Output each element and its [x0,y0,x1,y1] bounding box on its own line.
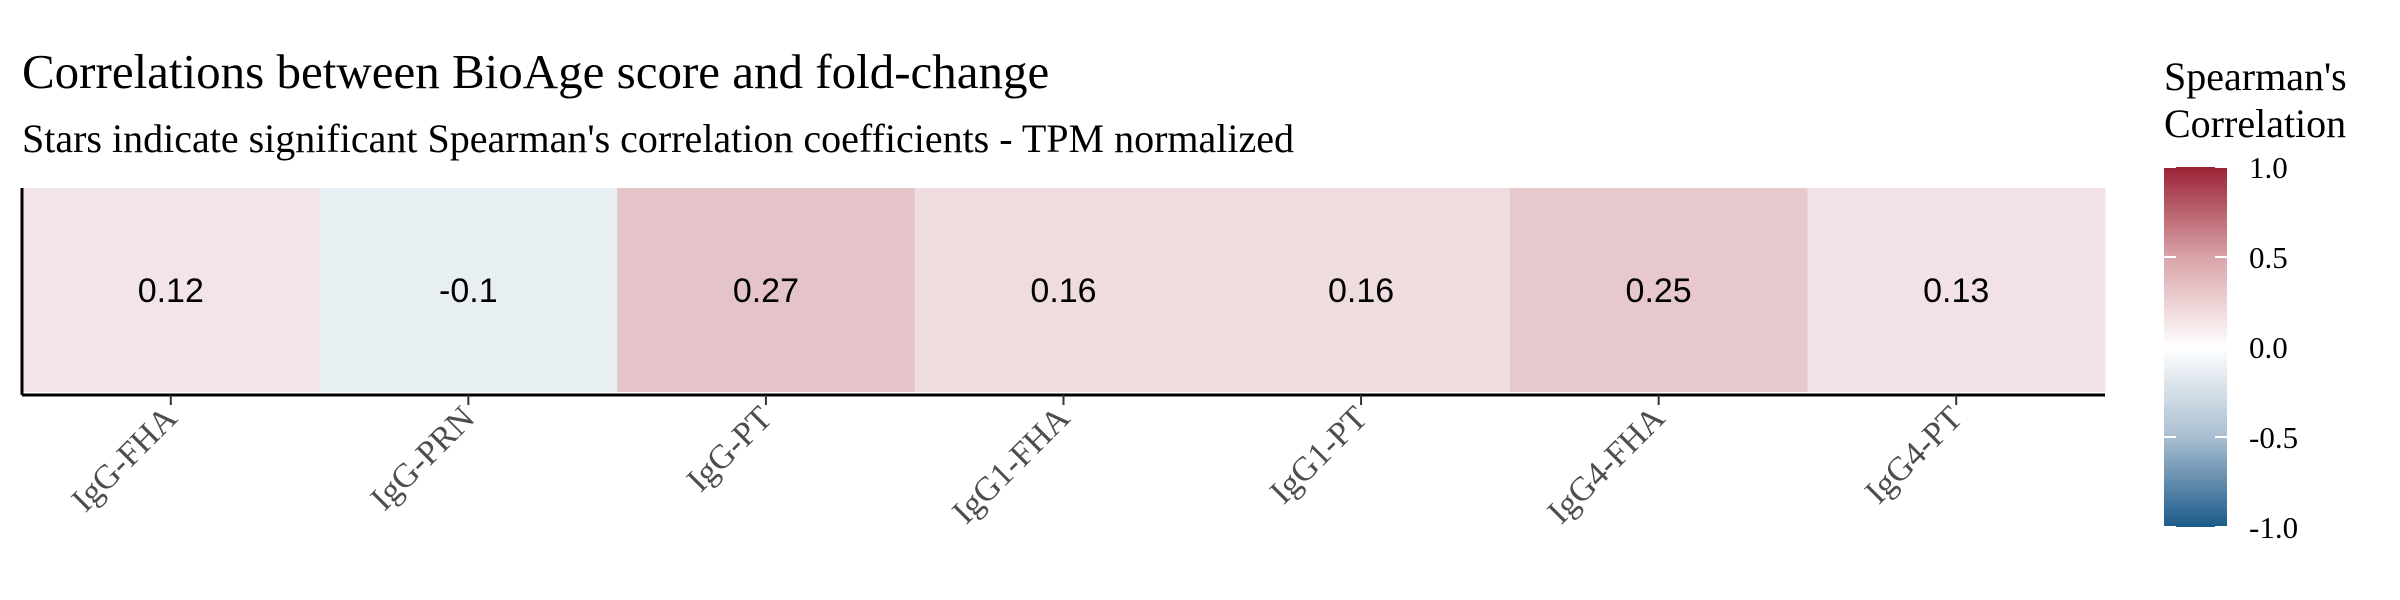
legend-title-line-2: Correlation [2164,101,2346,146]
x-axis-tick-labels: IgG-FHA IgG-PRN IgG-PT IgG1-FHA IgG1-PT IgG4-… [65,399,1970,531]
x-tick-label: IgG-FHA [65,399,185,519]
cell-value-label: 0.16 [1328,272,1394,310]
legend-ticks: 1.0 0.5 0.0 -0.5 -1.0 [2164,150,2298,545]
x-tick-label: IgG1-PT [1263,399,1375,511]
legend-tick-label: -1.0 [2249,510,2298,545]
heatmap-cell [1509,188,1808,392]
heatmap-cell [617,188,916,392]
heatmap-cells [22,188,2106,392]
cell-value-label: 0.13 [1923,272,1989,310]
color-legend: Spearman's Correlation 1.0 0.5 0.0 -0.5 -1.0 [2164,54,2347,545]
chart-subtitle: Stars indicate significant Spearman's co… [22,116,1294,161]
cell-value-label: 0.25 [1626,272,1692,310]
x-axis-ticks [169,395,1958,405]
heatmap-cell [319,188,618,392]
heatmap-cell [914,188,1213,392]
cell-value-label: 0.12 [138,272,204,310]
cell-value-label: -0.1 [439,272,498,310]
legend-tick-label: 0.0 [2249,330,2288,365]
x-tick-label: IgG-PRN [364,399,482,517]
chart-title: Correlations between BioAge score and fo… [22,44,1049,99]
heatmap-cell-labels: 0.12 -0.1 0.27 0.16 0.16 0.25 0.13 [138,272,1990,310]
x-tick-label: IgG4-FHA [1541,399,1673,531]
cell-value-label: 0.16 [1030,272,1096,310]
legend-tick-label: 1.0 [2249,150,2288,185]
heatmap-cell [1212,188,1511,392]
legend-tick-label: 0.5 [2249,240,2288,275]
legend-title-line-1: Spearman's [2164,54,2347,99]
heatmap-cell [22,188,321,392]
x-tick-label: IgG1-FHA [945,399,1077,531]
heatmap-cell [1807,188,2106,392]
cell-value-label: 0.27 [733,272,799,310]
x-tick-label: IgG4-PT [1858,399,1970,511]
x-tick-label: IgG-PT [680,399,780,499]
legend-tick-label: -0.5 [2249,420,2298,455]
